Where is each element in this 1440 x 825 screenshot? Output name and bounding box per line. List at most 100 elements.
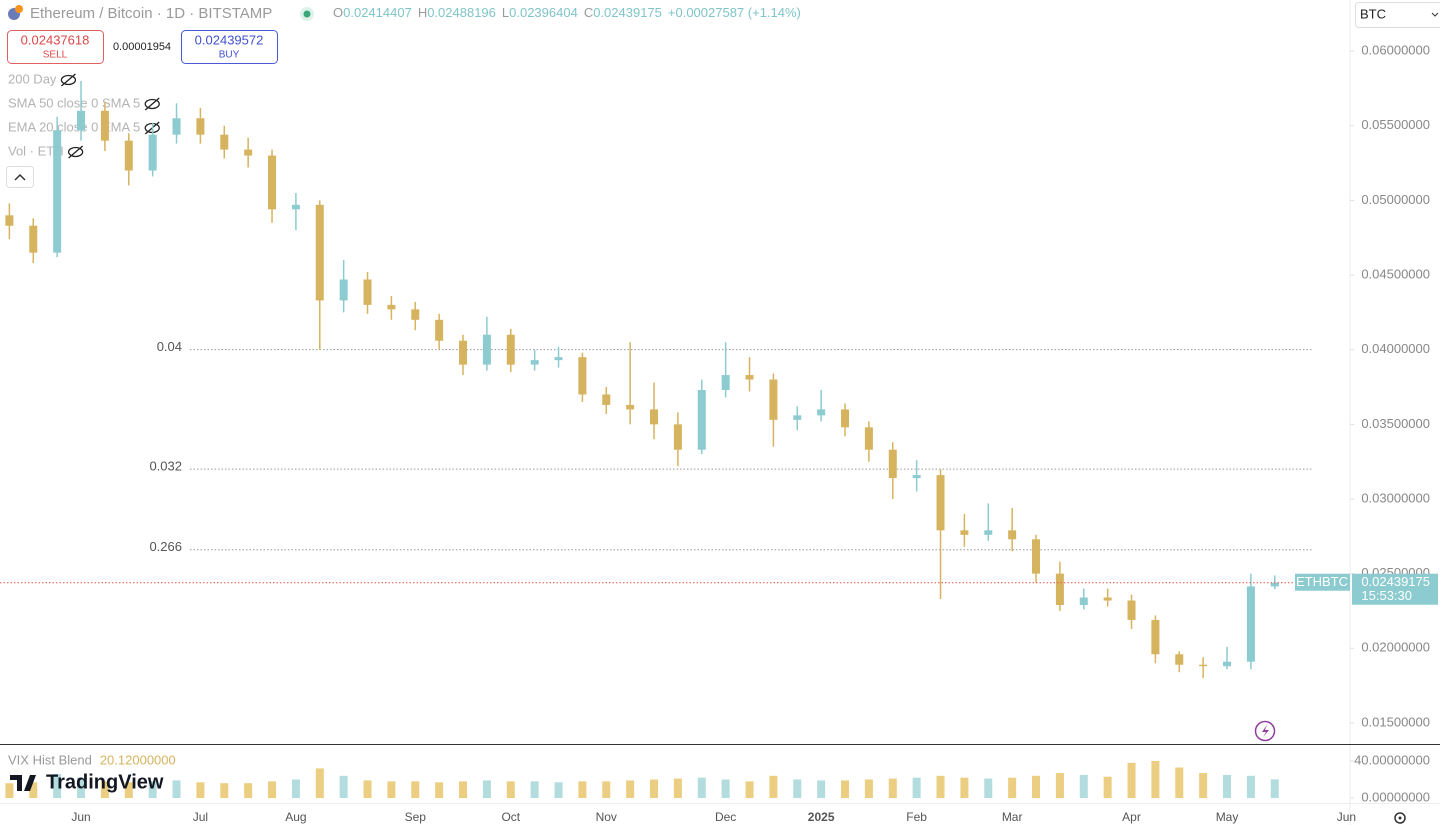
- volume-bar: [1223, 774, 1232, 799]
- volume-bar: [435, 782, 444, 799]
- indicator-label[interactable]: Vol · ETH: [8, 143, 64, 158]
- volume-bar: [626, 780, 635, 799]
- volume-bar: [1199, 773, 1208, 799]
- volume-bar: [960, 777, 969, 799]
- volume-bar: [100, 781, 109, 799]
- volume-bar: [291, 779, 300, 799]
- currency-dropdown[interactable]: [1355, 2, 1440, 28]
- candle-body: [1270, 582, 1279, 587]
- candle-body: [196, 118, 205, 135]
- volume-bar: [745, 781, 754, 799]
- candle-body: [148, 134, 157, 171]
- volume-tick-label: 0.00000000: [1361, 789, 1430, 804]
- sell-label: SELL: [43, 50, 68, 61]
- volume-bar: [29, 782, 38, 799]
- volume-bar: [817, 780, 826, 799]
- candle-body: [1008, 530, 1017, 540]
- volume-bar: [1246, 775, 1255, 799]
- candle-body: [1246, 586, 1255, 662]
- settings-icon-center: [1398, 816, 1402, 820]
- collapse-icon: [14, 173, 26, 181]
- x-tick-label: Jun: [71, 810, 90, 824]
- x-tick-label: Nov: [596, 810, 617, 824]
- visibility-icon[interactable]: [60, 74, 77, 86]
- volume-bar: [554, 782, 563, 799]
- volume-bar: [268, 781, 277, 799]
- price-tag-value: 0.02439175: [1361, 574, 1430, 589]
- x-tick-label: 2025: [808, 810, 835, 824]
- symbol-title[interactable]: Ethereum / Bitcoin · 1D · BITSTAMP: [30, 5, 272, 22]
- y-tick-label: 0.01500000: [1361, 714, 1430, 729]
- ohlc-change: +0.00027587 (+1.14%): [668, 5, 801, 20]
- x-tick-label: May: [1216, 810, 1239, 824]
- candle-body: [387, 304, 396, 310]
- candle-body: [506, 334, 515, 365]
- volume-bar: [339, 775, 348, 799]
- visibility-icon[interactable]: [144, 98, 160, 110]
- ohlc-value: 0.02488196: [427, 5, 496, 20]
- indicator-label[interactable]: EMA 20 close 0 EMA 5: [8, 119, 140, 134]
- volume-bar: [721, 779, 730, 799]
- alert-icon-bolt: [1262, 725, 1269, 737]
- indicator-label[interactable]: SMA 50 close 0 SMA 5: [8, 95, 140, 110]
- candle-body: [912, 475, 921, 479]
- x-tick-label: Aug: [285, 810, 306, 824]
- volume-bar: [411, 781, 420, 799]
- x-tick-label: Jun: [1337, 810, 1356, 824]
- candle-body: [578, 357, 587, 395]
- candle-body: [1103, 597, 1112, 601]
- sell-price: 0.02437618: [21, 32, 90, 47]
- candle-body: [721, 375, 730, 390]
- price-tag-countdown: 15:53:30: [1361, 588, 1412, 603]
- volume-bar: [697, 777, 706, 799]
- volume-bar: [912, 777, 921, 799]
- candle-body: [1055, 573, 1064, 605]
- candle-body: [602, 394, 611, 405]
- y-tick-label: 0.05500000: [1361, 117, 1430, 132]
- candle-body: [650, 409, 659, 425]
- candle-body: [459, 340, 468, 365]
- volume-bar: [650, 779, 659, 799]
- candle-body: [77, 110, 86, 131]
- ohlc-value: 0.02396404: [509, 5, 578, 20]
- logo-text: TradingView: [46, 771, 164, 793]
- buy-button[interactable]: [181, 30, 278, 64]
- candle-body: [554, 357, 563, 361]
- volume-bar: [984, 778, 993, 799]
- sell-button[interactable]: [7, 30, 104, 64]
- candle-body: [1032, 539, 1041, 574]
- ohlc-prefix: C: [584, 5, 593, 20]
- candle-body: [626, 404, 635, 410]
- volume-bar: [864, 779, 873, 799]
- candle-body: [339, 279, 348, 301]
- visibility-icon-slash: [68, 145, 84, 159]
- volume-bar: [5, 783, 14, 799]
- collapse-button[interactable]: [6, 166, 34, 188]
- volume-bar: [363, 780, 372, 799]
- visibility-icon-slash: [144, 97, 160, 111]
- candle-body: [1223, 661, 1232, 667]
- volume-bar: [530, 781, 539, 799]
- candle-body: [1079, 597, 1088, 605]
- volume-bar: [1175, 767, 1184, 799]
- volume-bar: [888, 778, 897, 799]
- settings-icon[interactable]: [1394, 812, 1406, 824]
- symbol-tag-label: ETHBTC: [1296, 574, 1348, 589]
- volume-bar: [196, 782, 205, 799]
- candle-body: [268, 155, 277, 210]
- x-tick-label: Mar: [1002, 810, 1023, 824]
- x-tick-label: Oct: [501, 810, 520, 824]
- logo-mark: [10, 775, 36, 791]
- volume-bar: [1103, 776, 1112, 799]
- volume-bar: [124, 782, 133, 799]
- volume-bar: [841, 780, 850, 799]
- visibility-icon[interactable]: [67, 146, 84, 158]
- status-dot: [303, 10, 311, 18]
- ohlc-prefix: O: [333, 5, 343, 20]
- y-tick-label: 0.04000000: [1361, 341, 1430, 356]
- candle-body: [100, 110, 109, 141]
- indicator-label[interactable]: 200 Day: [8, 71, 57, 86]
- dropdown-arrow: [1431, 12, 1439, 17]
- x-tick-label: Sep: [405, 810, 427, 824]
